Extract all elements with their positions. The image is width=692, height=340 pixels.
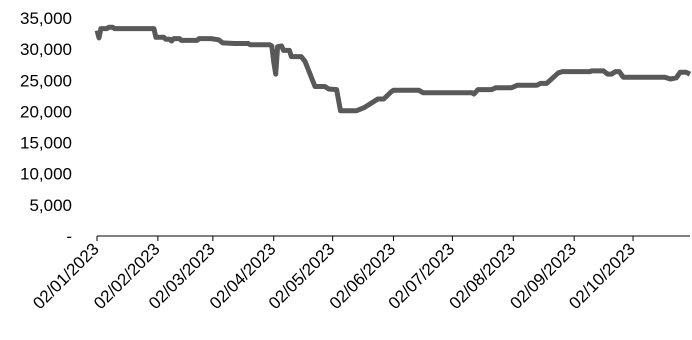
series-line <box>94 24 692 114</box>
y-tick-label: 20,000 <box>20 102 72 121</box>
y-axis-tick-labels: - 5,000 10,000 15,000 20,000 25,000 30,000 35,0… <box>20 9 72 246</box>
y-tick-label: - <box>66 227 72 246</box>
series-layer <box>94 24 692 114</box>
y-tick-label: 25,000 <box>20 71 72 90</box>
y-tick-label: 5,000 <box>29 196 72 215</box>
x-axis <box>96 235 690 241</box>
y-tick-label: 15,000 <box>20 134 72 153</box>
y-tick-label: 35,000 <box>20 9 72 28</box>
y-tick-label: 30,000 <box>20 40 72 59</box>
x-axis-tick-labels: 02/01/202302/02/202302/03/202302/04/2023… <box>29 239 639 313</box>
y-tick-label: 10,000 <box>20 165 72 184</box>
